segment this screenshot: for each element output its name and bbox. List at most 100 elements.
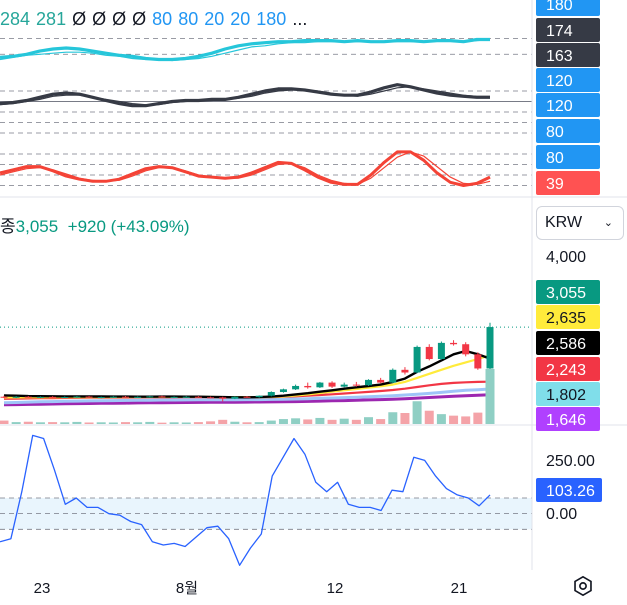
x-tick-label: 23 xyxy=(34,580,51,597)
volume-bar xyxy=(424,410,434,424)
candle-body xyxy=(486,327,494,369)
volume-bar xyxy=(242,422,252,424)
candle-body xyxy=(97,397,105,399)
top-series-line xyxy=(0,86,490,106)
price-axis-label: 2,635 xyxy=(546,310,586,327)
candle-body xyxy=(207,397,215,399)
volume-bar xyxy=(291,418,301,424)
top-axis-label-bg xyxy=(536,93,600,117)
candle-body xyxy=(352,384,360,386)
candle-body xyxy=(61,397,69,398)
top-axis-label-bg xyxy=(536,43,600,67)
volume-bar xyxy=(133,422,143,424)
volume-bar xyxy=(436,414,446,424)
candle-body xyxy=(304,385,312,388)
volume-bar xyxy=(364,417,373,424)
indicator-value-9: 20 xyxy=(204,9,225,29)
volume-bar xyxy=(11,422,21,424)
indicator-value-8: 80 xyxy=(178,9,199,29)
volume-bar xyxy=(303,419,313,424)
indicator-value-2: 281 xyxy=(36,9,67,29)
volume-bar xyxy=(48,422,58,424)
candle-body xyxy=(0,396,8,398)
oscillator-line xyxy=(0,434,491,566)
candle-body xyxy=(365,379,372,386)
price-header: 종3,055 +920 (+43.09%) xyxy=(0,212,190,237)
price-axis-label: 1,646 xyxy=(546,412,586,429)
chevron-down-icon: ⌄ xyxy=(603,217,613,229)
top-axis-label: 120 xyxy=(546,73,573,90)
candle-body xyxy=(437,342,445,360)
volume-bar xyxy=(96,422,106,424)
last-price: 3,055 xyxy=(15,217,59,236)
candle-body xyxy=(134,396,142,398)
candle-body xyxy=(255,395,263,398)
volume-bar xyxy=(230,421,240,424)
price-axis-label: 1,802 xyxy=(546,387,586,404)
volume-bar xyxy=(485,369,495,424)
volume-bar xyxy=(169,422,179,424)
price-axis-label: 3,055 xyxy=(546,285,586,302)
candle-body xyxy=(425,346,433,360)
top-axis-label-bg xyxy=(536,0,600,16)
candle-body xyxy=(267,392,275,396)
price-axis-label-bg xyxy=(536,280,600,304)
volume-bar xyxy=(206,421,216,424)
candle-body xyxy=(377,379,385,383)
top-series-line xyxy=(0,150,491,187)
candle-body xyxy=(122,396,129,398)
price-axis-label-bg xyxy=(536,382,600,406)
candle-body xyxy=(158,396,166,398)
top-series-line xyxy=(0,37,490,62)
oscillator-axis-label-bg xyxy=(536,478,602,502)
volume-bar xyxy=(0,420,9,424)
volume-bar xyxy=(108,422,118,424)
moving-average-line xyxy=(3,393,491,407)
volume-bar xyxy=(157,422,167,424)
price-axis-label: 2,243 xyxy=(546,362,586,379)
candle-body xyxy=(292,385,300,390)
top-axis-label: 174 xyxy=(546,23,573,40)
indicator-values-header: 284 281 Ø Ø Ø Ø 80 80 20 20 180... xyxy=(0,9,313,30)
volume-bar xyxy=(23,421,33,424)
volume-bar xyxy=(461,416,471,424)
price-change: +920 xyxy=(67,217,106,236)
candle-body xyxy=(36,396,44,398)
price-axis-label: 4,000 xyxy=(546,249,586,266)
volume-bar xyxy=(60,422,70,424)
volume-bar xyxy=(145,421,155,424)
x-tick-label: 8월 xyxy=(176,580,198,597)
candle-body xyxy=(170,396,178,398)
oscillator-axis-label: 0.00 xyxy=(546,506,577,523)
candle-body xyxy=(474,354,482,369)
settings-gear-icon[interactable] xyxy=(572,575,594,597)
oscillator-axis-label: 103.26 xyxy=(546,483,595,500)
top-axis-label-bg xyxy=(536,68,600,92)
oscillator-axis-label: 250.00 xyxy=(546,453,595,470)
volume-bar xyxy=(400,413,410,424)
indicator-value-3: Ø xyxy=(72,9,87,29)
currency-selector[interactable]: KRW ⌄ xyxy=(536,206,624,240)
candle-body xyxy=(401,369,409,373)
moving-average-line xyxy=(3,387,491,405)
candle-body xyxy=(389,369,397,383)
top-axis-label-bg xyxy=(536,145,600,169)
candle-body xyxy=(24,396,32,398)
candle-body xyxy=(413,346,421,373)
candle-body xyxy=(340,384,348,387)
candle-body xyxy=(12,396,20,398)
indicator-more[interactable]: ... xyxy=(292,9,308,29)
top-axis-label: 120 xyxy=(546,98,573,115)
top-axis-label-bg xyxy=(536,18,600,42)
volume-bar xyxy=(266,420,276,424)
price-axis-label-bg xyxy=(536,407,600,431)
volume-bar xyxy=(35,422,45,424)
volume-bar xyxy=(449,415,459,424)
volume-bar xyxy=(181,422,191,424)
volume-bar xyxy=(278,419,288,424)
volume-bar xyxy=(84,422,94,424)
price-axis-label-bg xyxy=(536,331,600,355)
candle-body xyxy=(194,396,202,398)
